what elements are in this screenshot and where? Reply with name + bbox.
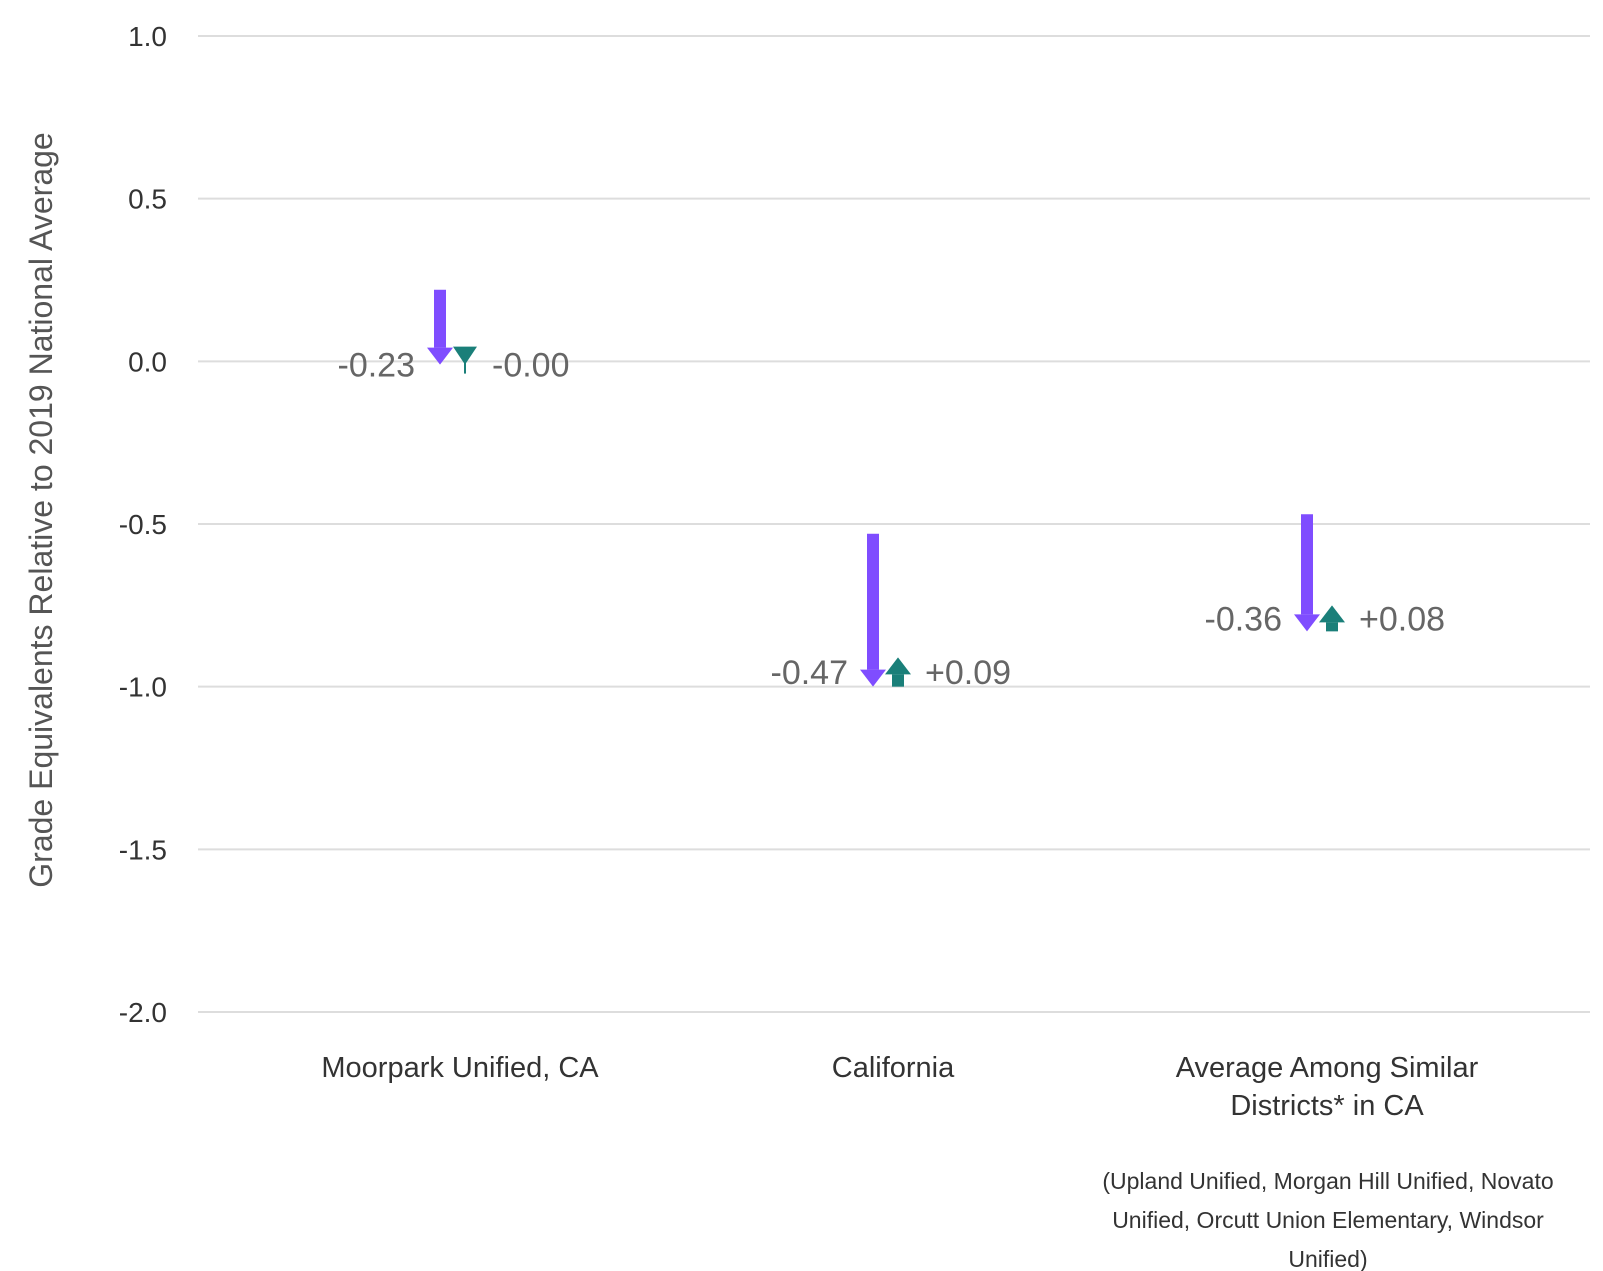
category-label: Average Among Similar bbox=[1176, 1052, 1479, 1084]
arrow-marks: -0.23 -0.00 -0.47 +0.09 -0.36 +0.08 bbox=[338, 289, 1445, 692]
y-tick-label: 0.0 bbox=[128, 346, 167, 377]
second-change-arrow bbox=[885, 657, 911, 687]
y-axis-label: Grade Equivalents Relative to 2019 Natio… bbox=[23, 132, 59, 887]
first-change-arrow-head bbox=[860, 669, 886, 687]
second-change-label: +0.09 bbox=[925, 654, 1011, 692]
second-change-arrow-shaft bbox=[1326, 622, 1338, 632]
category-labels: Moorpark Unified, CA California Average Am… bbox=[321, 1052, 1478, 1122]
first-change-arrow-head bbox=[427, 347, 453, 365]
y-tick-label: -1.5 bbox=[119, 834, 167, 865]
first-change-arrow-shaft bbox=[434, 289, 446, 348]
second-change-arrow bbox=[1319, 605, 1345, 632]
first-change-arrow-shaft bbox=[1301, 514, 1313, 615]
y-axis-ticks: 1.0 0.5 0.0 -0.5 -1.0 -1.5 -2.0 bbox=[119, 21, 167, 1028]
second-change-arrow-head bbox=[885, 657, 911, 675]
second-change-arrow-head bbox=[1319, 605, 1345, 623]
first-change-arrow-shaft bbox=[867, 533, 879, 670]
y-tick-label: 0.5 bbox=[128, 184, 167, 215]
second-change-label: +0.08 bbox=[1359, 600, 1445, 638]
footnote-line: Unified) bbox=[1288, 1246, 1367, 1271]
second-change-arrow-head bbox=[453, 346, 477, 365]
y-tick-label: -1.0 bbox=[119, 672, 167, 703]
first-change-label: -0.47 bbox=[771, 654, 849, 692]
first-change-label: -0.36 bbox=[1205, 600, 1283, 638]
y-tick-label: -0.5 bbox=[119, 509, 167, 540]
second-change-label: -0.00 bbox=[492, 347, 570, 385]
first-change-arrow-head bbox=[1294, 614, 1320, 632]
y-tick-label: 1.0 bbox=[128, 21, 167, 52]
footnote-line: Unified, Orcutt Union Elementary, Windso… bbox=[1112, 1207, 1544, 1233]
category-label: California bbox=[832, 1052, 955, 1084]
first-change-arrow bbox=[427, 289, 453, 365]
category-label: Moorpark Unified, CA bbox=[321, 1052, 599, 1084]
first-change-arrow bbox=[1294, 514, 1320, 632]
first-change-arrow bbox=[860, 533, 886, 687]
y-tick-label: -2.0 bbox=[119, 997, 167, 1028]
first-change-label: -0.23 bbox=[338, 347, 416, 385]
footnote-line: (Upland Unified, Morgan Hill Unified, No… bbox=[1102, 1168, 1553, 1194]
gridlines bbox=[198, 35, 1590, 1013]
category-label: Districts* in CA bbox=[1230, 1090, 1424, 1122]
second-change-arrow-shaft bbox=[892, 674, 904, 687]
second-change-arrow bbox=[453, 346, 477, 374]
footnote: (Upland Unified, Morgan Hill Unified, No… bbox=[1102, 1168, 1553, 1271]
